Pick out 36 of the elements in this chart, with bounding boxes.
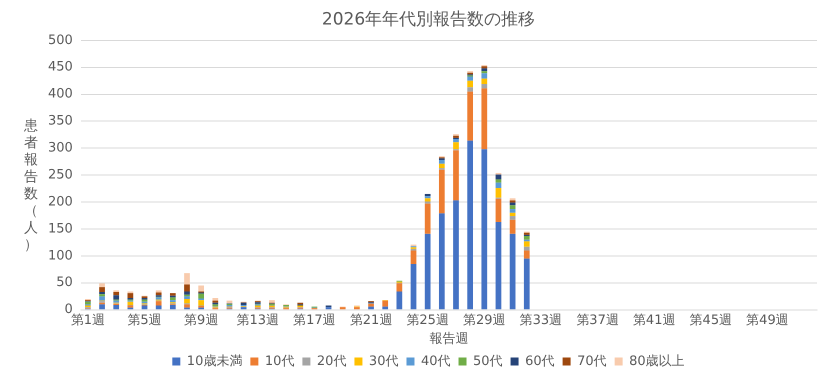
- y-tick-label: 0: [64, 302, 73, 318]
- y-tick-label: 150: [48, 221, 73, 236]
- legend-label: 60代: [525, 354, 555, 369]
- legend-label: 20代: [316, 354, 346, 369]
- y-tick-label: 500: [48, 32, 73, 48]
- x-tick-label: 第45週: [690, 312, 732, 328]
- y-axis-title: 患者報告数（人）: [23, 118, 39, 254]
- chart-title: 2026年年代別報告数の推移: [322, 10, 536, 30]
- x-tick-label: 第37週: [576, 312, 619, 328]
- x-tick-label: 第13週: [236, 312, 280, 328]
- legend-label: 30代: [368, 354, 398, 369]
- x-tick-label: 第9週: [184, 312, 218, 328]
- y-tick-label: 200: [48, 194, 73, 210]
- x-tick-label: 第49週: [746, 312, 789, 328]
- x-tick-label: 第17週: [293, 312, 336, 328]
- x-tick-label: 第33週: [520, 312, 562, 328]
- legend-label: 70代: [577, 354, 607, 369]
- legend-label: 10歳未満: [186, 354, 242, 369]
- legend-label: 10代: [264, 354, 294, 369]
- x-tick-label: 第1週: [70, 312, 106, 328]
- x-axis-title: 報告週: [429, 332, 468, 347]
- y-tick-label: 350: [48, 114, 73, 129]
- x-tick-label: 第29週: [463, 312, 506, 328]
- x-tick-label: 第5週: [127, 312, 162, 328]
- legend-label: 40代: [420, 354, 451, 369]
- x-tick-label: 第21週: [350, 312, 392, 328]
- y-tick-label: 250: [48, 167, 73, 182]
- x-tick-label: 第25週: [406, 312, 449, 328]
- y-tick-label: 300: [48, 140, 73, 156]
- y-tick-label: 100: [48, 248, 73, 264]
- y-tick-label: 450: [48, 60, 73, 75]
- x-tick-label: 第41週: [632, 312, 676, 328]
- y-tick-label: 50: [56, 275, 73, 290]
- legend-label: 80歳以上: [629, 354, 685, 369]
- y-tick-label: 400: [48, 86, 73, 102]
- legend-label: 50代: [473, 354, 503, 369]
